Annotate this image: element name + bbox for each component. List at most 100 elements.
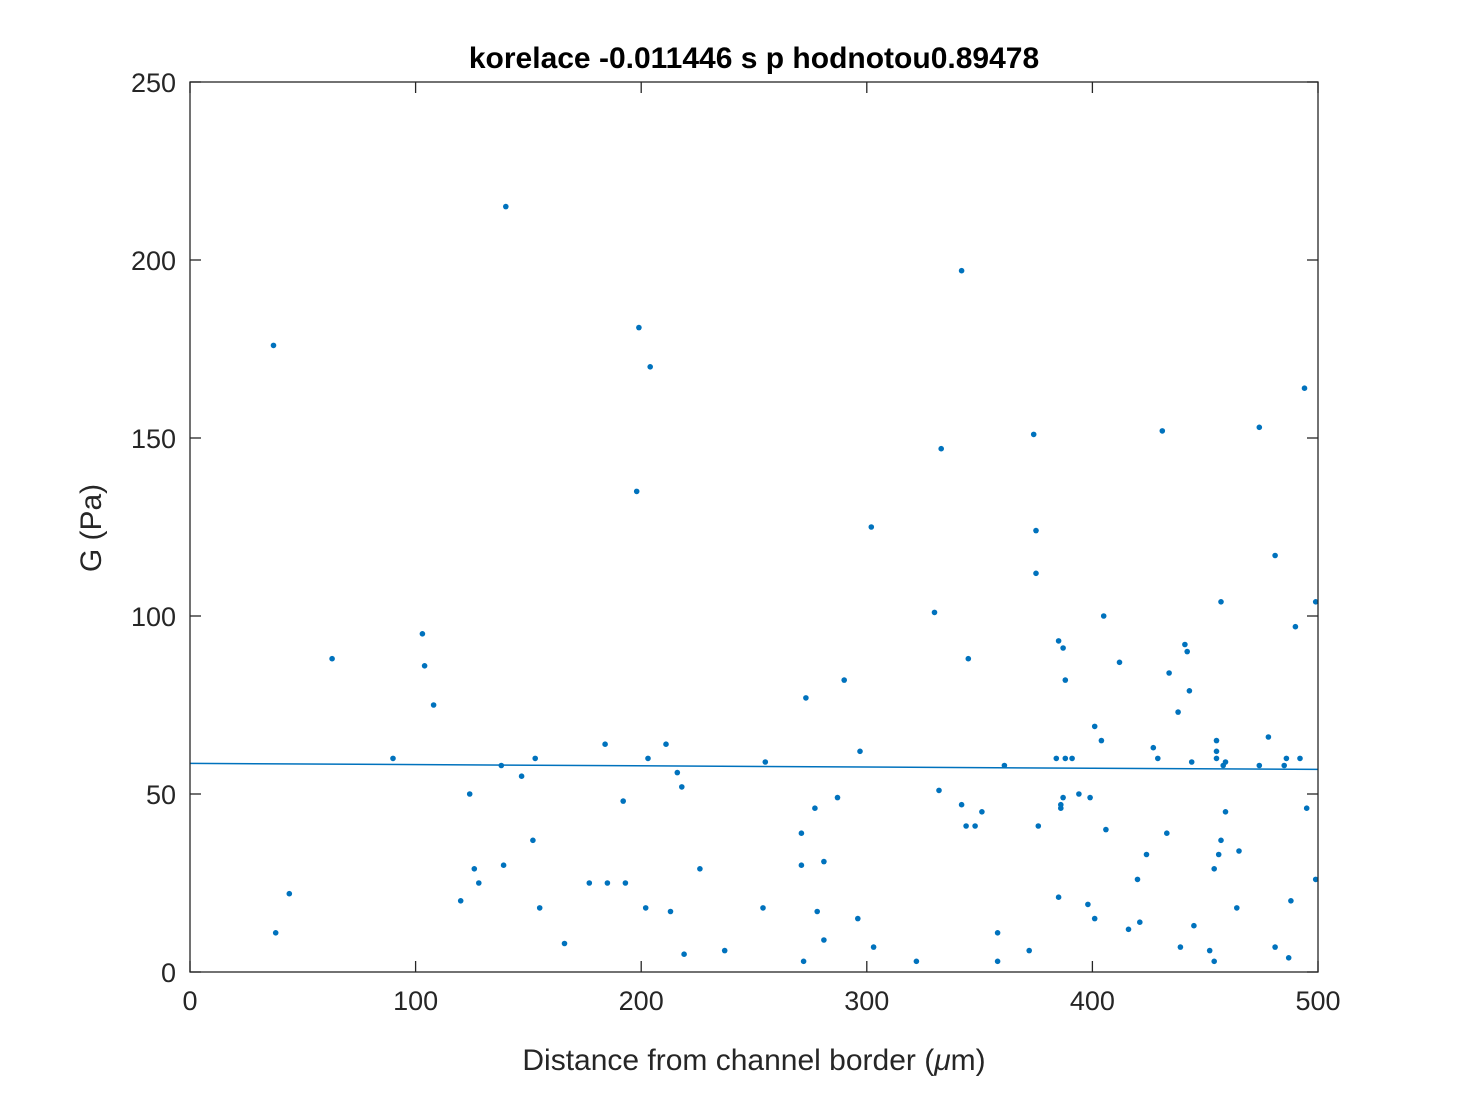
data-point <box>938 445 944 452</box>
data-point <box>1069 755 1075 762</box>
x-tick-label: 100 <box>393 986 438 1016</box>
data-point <box>530 837 536 844</box>
data-point <box>1175 709 1181 715</box>
data-point <box>1234 905 1240 911</box>
data-point <box>503 203 509 210</box>
data-point <box>1091 723 1098 730</box>
x-tick-label: 500 <box>1295 986 1340 1016</box>
data-point <box>958 801 965 808</box>
data-point <box>536 905 543 911</box>
data-point <box>674 769 681 776</box>
data-point <box>471 866 478 872</box>
data-point <box>1055 638 1062 644</box>
x-axis-label-mu: μ <box>933 1044 950 1077</box>
data-point <box>814 908 820 915</box>
data-point <box>762 759 769 765</box>
data-point <box>1283 755 1290 762</box>
x-axis-label-end: m) <box>951 1044 986 1077</box>
data-point <box>913 958 920 965</box>
data-point <box>602 741 608 747</box>
data-point <box>1272 944 1278 950</box>
data-point <box>1312 599 1319 605</box>
fit-line <box>189 762 1319 771</box>
data-point <box>994 958 1001 965</box>
data-point <box>1213 737 1220 744</box>
data-point <box>1100 613 1107 619</box>
axes-box <box>189 81 1319 973</box>
data-point <box>812 805 818 811</box>
data-point <box>798 830 805 836</box>
data-point <box>821 937 827 943</box>
data-point <box>1301 385 1308 392</box>
data-point <box>518 773 525 779</box>
x-tick-label: 400 <box>1070 986 1115 1016</box>
data-point <box>636 324 642 331</box>
x-axis-label-start: Distance from channel border ( <box>522 1044 934 1077</box>
data-point <box>1033 570 1039 577</box>
data-point <box>1184 648 1190 655</box>
data-point <box>1085 901 1091 908</box>
data-point <box>857 748 863 755</box>
data-point <box>1206 947 1213 954</box>
data-point <box>965 655 972 662</box>
data-point <box>1053 755 1060 762</box>
data-point <box>1222 809 1229 815</box>
data-point <box>1211 958 1217 965</box>
plot-background <box>190 82 1318 972</box>
data-point <box>642 905 649 911</box>
data-point <box>532 755 538 762</box>
data-point <box>1033 527 1039 534</box>
fit-line-group <box>189 762 1319 771</box>
axes <box>189 81 1319 973</box>
data-point <box>1285 955 1292 961</box>
data-point <box>1098 737 1105 744</box>
data-point <box>1292 623 1299 630</box>
data-point <box>1062 677 1069 683</box>
data-point <box>1256 424 1263 431</box>
data-point <box>1062 755 1069 762</box>
data-point <box>1191 922 1197 929</box>
data-point <box>1060 794 1066 801</box>
data-point <box>855 915 861 922</box>
y-tick-label: 150 <box>131 424 176 454</box>
data-point <box>667 908 674 915</box>
data-point <box>272 930 279 936</box>
data-point <box>1177 944 1184 950</box>
data-point <box>1155 755 1161 762</box>
data-point <box>1055 894 1062 900</box>
y-axis-label: G (Pa) <box>75 484 108 572</box>
data-point <box>994 930 1001 936</box>
data-point <box>803 695 809 701</box>
data-point <box>1303 805 1310 811</box>
x-tick-label: 200 <box>619 986 664 1016</box>
data-point <box>1166 670 1172 676</box>
data-point <box>1186 688 1193 694</box>
data-point <box>721 947 728 954</box>
data-point <box>1297 755 1303 762</box>
data-point <box>936 787 942 794</box>
data-point <box>1218 599 1224 605</box>
data-point <box>760 905 766 911</box>
data-points <box>270 203 1319 965</box>
data-point <box>1164 830 1170 836</box>
data-point <box>1058 801 1064 808</box>
data-point <box>1026 947 1032 954</box>
data-point <box>1213 748 1220 755</box>
data-point <box>870 944 877 950</box>
y-tick-label: 0 <box>161 958 176 988</box>
data-point <box>1281 762 1287 769</box>
data-point <box>1288 898 1294 904</box>
data-point <box>979 809 985 815</box>
data-point <box>620 798 626 804</box>
data-point <box>647 364 653 370</box>
data-point <box>821 858 827 865</box>
data-point <box>1060 645 1066 651</box>
data-point <box>270 342 277 349</box>
data-point <box>834 794 841 801</box>
y-tick-label: 200 <box>131 246 176 276</box>
data-point <box>1256 762 1263 769</box>
data-point <box>604 880 611 886</box>
data-point <box>1137 919 1143 925</box>
data-point <box>1150 744 1157 751</box>
